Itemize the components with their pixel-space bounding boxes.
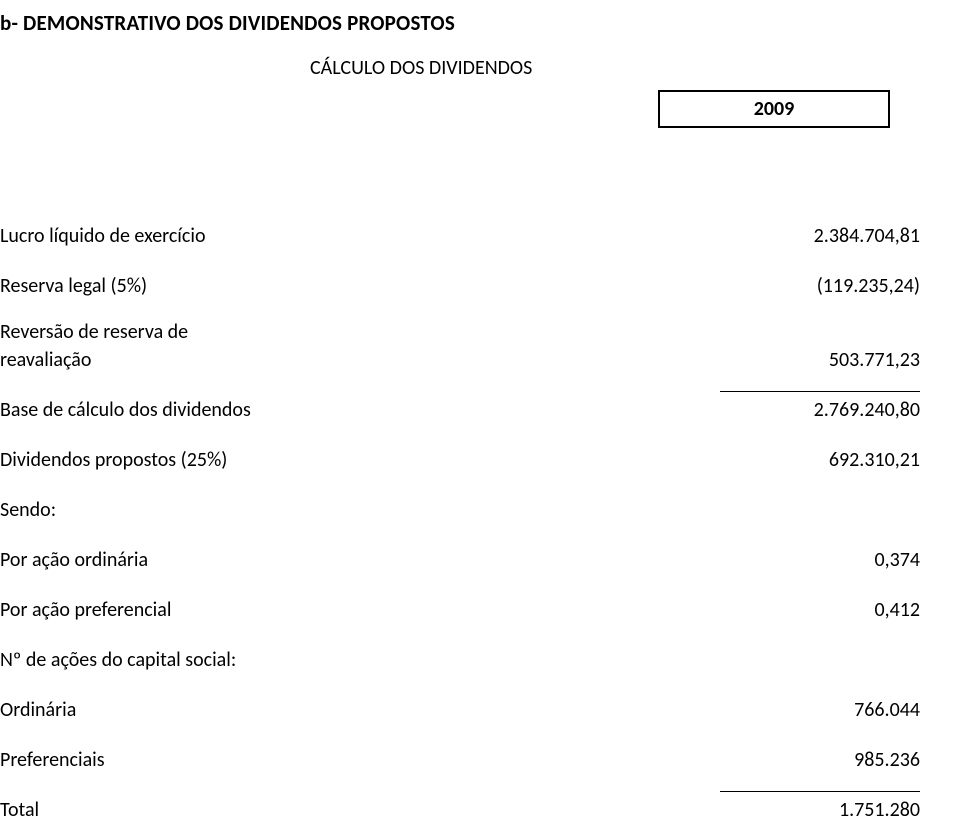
row-nacoes: Nº de ações do capital social: xyxy=(0,622,920,672)
label-base: Base de cálculo dos dividendos xyxy=(0,372,688,422)
label-pref: Por ação preferencial xyxy=(0,572,688,622)
label-reserva: Reserva legal (5%) xyxy=(0,248,688,298)
value-preferenc: 985.236 xyxy=(688,722,920,772)
row-divprop: Dividendos propostos (25%) 692.310,21 xyxy=(0,422,920,472)
label-ordinaria: Ordinária xyxy=(0,672,688,722)
label-reversao2: reavaliação xyxy=(0,344,688,372)
row-sendo: Sendo: xyxy=(0,472,920,522)
value-total: 1.751.280 xyxy=(688,772,920,822)
row-preferenc: Preferenciais 985.236 xyxy=(0,722,920,772)
row-total: Total 1.751.280 xyxy=(0,772,920,822)
value-ord: 0,374 xyxy=(688,522,920,572)
label-ord: Por ação ordinária xyxy=(0,522,688,572)
label-divprop: Dividendos propostos (25%) xyxy=(0,422,688,472)
dividend-calc-table: Lucro líquido de exercício 2.384.704,81 … xyxy=(0,198,920,822)
year-box: 2009 xyxy=(658,90,890,128)
row-ord: Por ação ordinária 0,374 xyxy=(0,522,920,572)
row-ordinaria: Ordinária 766.044 xyxy=(0,672,920,722)
document-page: b- DEMONSTRATIVO DOS DIVIDENDOS PROPOSTO… xyxy=(0,0,960,781)
label-total: Total xyxy=(0,772,688,822)
row-reversao-line1: Reversão de reserva de xyxy=(0,320,920,344)
value-divprop: 692.310,21 xyxy=(688,422,920,472)
value-lucro: 2.384.704,81 xyxy=(688,198,920,248)
section-title: b- DEMONSTRATIVO DOS DIVIDENDOS PROPOSTO… xyxy=(0,10,920,36)
label-lucro: Lucro líquido de exercício xyxy=(0,198,688,248)
underline-base: 2.769.240,80 xyxy=(720,391,920,422)
label-reversao1: Reversão de reserva de xyxy=(0,320,688,344)
label-preferenc: Preferenciais xyxy=(0,722,688,772)
underline-total: 1.751.280 xyxy=(720,791,920,822)
row-pref: Por ação preferencial 0,412 xyxy=(0,572,920,622)
row-reserva: Reserva legal (5%) (119.235,24) xyxy=(0,248,920,298)
row-reversao-line2: reavaliação 503.771,23 xyxy=(0,344,920,372)
value-base: 2.769.240,80 xyxy=(688,372,920,422)
section-subtitle: CÁLCULO DOS DIVIDENDOS xyxy=(310,56,920,80)
row-base: Base de cálculo dos dividendos 2.769.240… xyxy=(0,372,920,422)
row-lucro: Lucro líquido de exercício 2.384.704,81 xyxy=(0,198,920,248)
value-reserva: (119.235,24) xyxy=(688,248,920,298)
value-pref: 0,412 xyxy=(688,572,920,622)
value-reversao: 503.771,23 xyxy=(688,344,920,372)
value-ordinaria: 766.044 xyxy=(688,672,920,722)
label-nacoes: Nº de ações do capital social: xyxy=(0,622,688,672)
label-sendo: Sendo: xyxy=(0,472,688,522)
